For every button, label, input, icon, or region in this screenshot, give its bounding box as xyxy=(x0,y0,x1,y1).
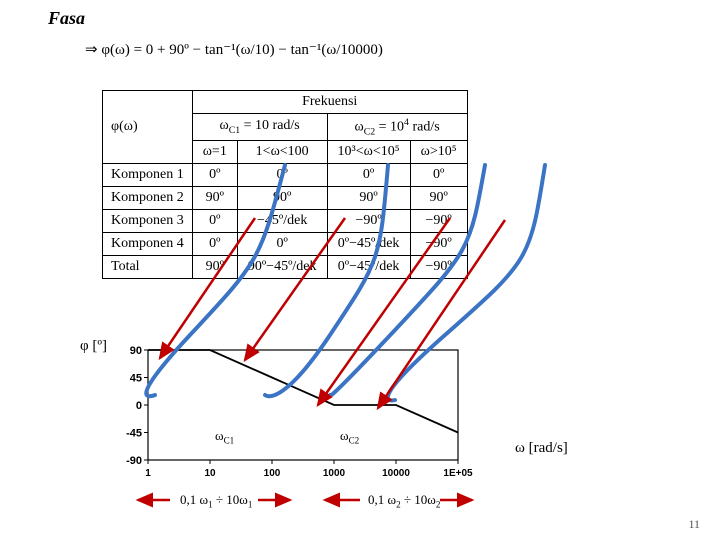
svg-text:10: 10 xyxy=(204,468,216,479)
wc2-label: ωC2 xyxy=(340,428,359,446)
svg-text:100: 100 xyxy=(264,468,281,479)
page-title: Fasa xyxy=(48,8,85,29)
cell: −45º/dek xyxy=(237,210,327,233)
svg-text:-90: -90 xyxy=(126,455,142,467)
cell: 90º xyxy=(192,256,237,279)
table-hdr-wc2: ωC2 = 104 rad/s xyxy=(327,114,467,141)
bode-chart: 90 45 0 -45 -901 10 100 1000 10000 1E+05 xyxy=(118,345,478,480)
svg-text:45: 45 xyxy=(130,373,142,385)
cell: 0º xyxy=(192,210,237,233)
cell: 90º xyxy=(237,187,327,210)
cell: −90º xyxy=(410,233,467,256)
col-2: 10³<ω<10⁵ xyxy=(327,141,410,164)
table-row: Total 90º 90º−45º/dek 0º−45º/dek −90º xyxy=(103,256,468,279)
cell: 0º xyxy=(410,164,467,187)
cell: 0º xyxy=(192,164,237,187)
cell: 90º−45º/dek xyxy=(237,256,327,279)
table-row: Komponen 3 0º −45º/dek −90º −90º xyxy=(103,210,468,233)
table-hdr-phi: φ(ω) xyxy=(103,91,193,164)
table-row: Komponen 1 0º 0º 0º 0º xyxy=(103,164,468,187)
range1-label: 0,1 ω1 ÷ 10ω1 xyxy=(180,492,252,510)
y-axis-label: φ [º] xyxy=(80,338,107,355)
svg-text:0: 0 xyxy=(136,400,142,412)
formula-text: ⇒ φ(ω) = 0 + 90º − tan⁻¹(ω/10) − tan⁻¹(ω… xyxy=(85,40,383,59)
col-1: 1<ω<100 xyxy=(237,141,327,164)
cell: −90º xyxy=(327,210,410,233)
svg-text:1: 1 xyxy=(145,468,151,479)
svg-text:1E+05: 1E+05 xyxy=(443,468,473,479)
cell: 0º xyxy=(192,233,237,256)
table-row: Komponen 2 90º 90º 90º 90º xyxy=(103,187,468,210)
svg-text:-45: -45 xyxy=(126,428,142,440)
cell: 0º xyxy=(327,164,410,187)
cell: 0º−45º/dek xyxy=(327,256,410,279)
cell: 90º xyxy=(410,187,467,210)
row-label: Komponen 1 xyxy=(103,164,193,187)
cell: −90º xyxy=(410,210,467,233)
svg-text:1000: 1000 xyxy=(323,468,346,479)
cell: 90º xyxy=(192,187,237,210)
cell: 0º xyxy=(237,164,327,187)
table-hdr-freq: Frekuensi xyxy=(192,91,467,114)
svg-text:10000: 10000 xyxy=(382,468,410,479)
row-label: Komponen 3 xyxy=(103,210,193,233)
page-number: 11 xyxy=(688,517,700,532)
row-label: Komponen 4 xyxy=(103,233,193,256)
phase-table: φ(ω) Frekuensi ωC1 = 10 rad/s ωC2 = 104 … xyxy=(102,90,468,279)
cell: 0º xyxy=(237,233,327,256)
col-3: ω>10⁵ xyxy=(410,141,467,164)
row-label: Total xyxy=(103,256,193,279)
row-label: Komponen 2 xyxy=(103,187,193,210)
cell: 0º−45º/dek xyxy=(327,233,410,256)
cell: −90º xyxy=(410,256,467,279)
svg-text:90: 90 xyxy=(130,345,142,357)
table-row: Komponen 4 0º 0º 0º−45º/dek −90º xyxy=(103,233,468,256)
x-axis-label: ω [rad/s] xyxy=(515,440,568,457)
wc1-label: ωC1 xyxy=(215,428,234,446)
range2-label: 0,1 ω2 ÷ 10ω2 xyxy=(368,492,440,510)
cell: 90º xyxy=(327,187,410,210)
col-0: ω=1 xyxy=(192,141,237,164)
table-hdr-wc1: ωC1 = 10 rad/s xyxy=(192,114,327,141)
